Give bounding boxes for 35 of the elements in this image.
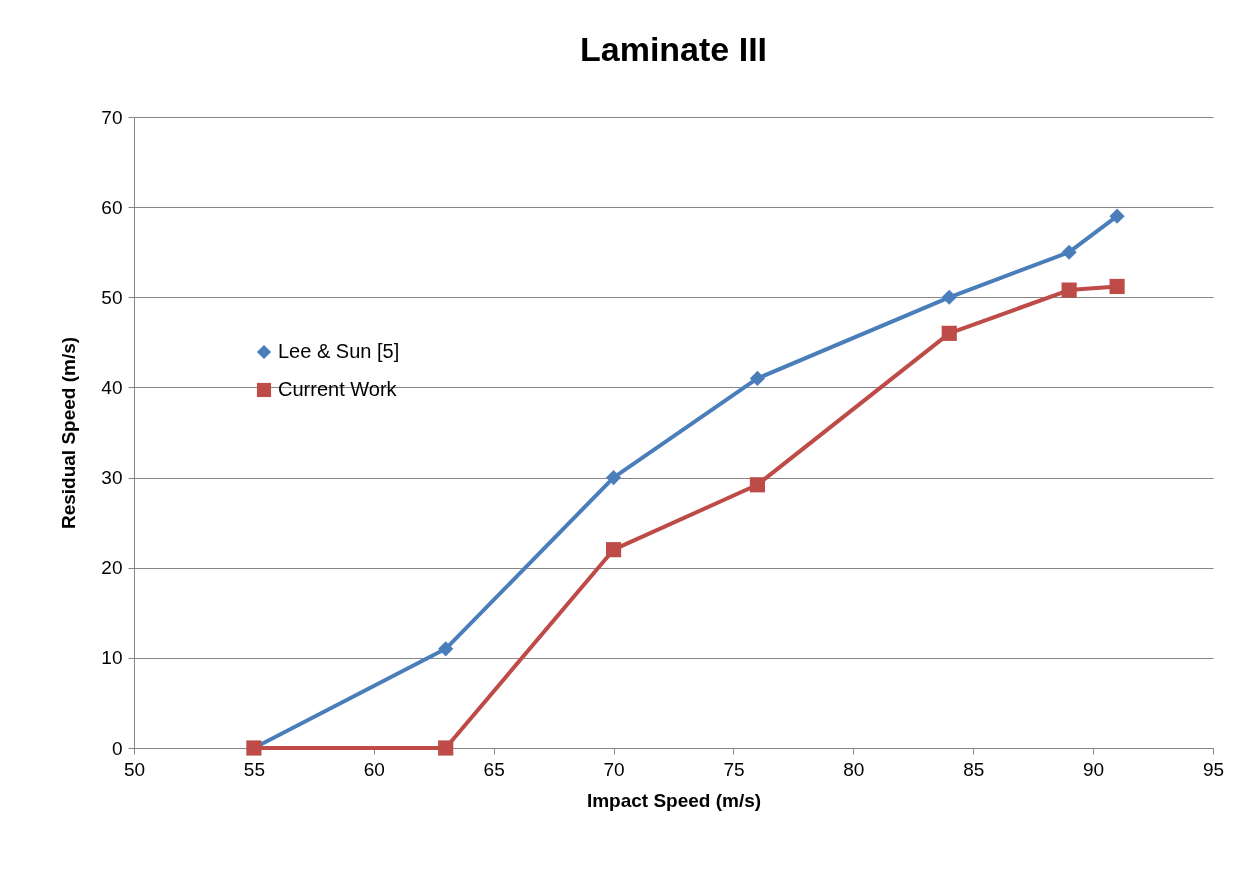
point xyxy=(605,469,622,486)
x-tick-label: 55 xyxy=(243,758,265,780)
x-tick-label: 50 xyxy=(123,758,146,780)
x-tick-label: 60 xyxy=(363,758,385,780)
y-tick-label: 40 xyxy=(101,376,123,398)
point xyxy=(1061,244,1077,260)
x-axis-title: Impact Speed (m/s) xyxy=(586,789,762,811)
y-tick-label: 70 xyxy=(101,106,123,128)
chart-title: Laminate III xyxy=(579,30,768,68)
point xyxy=(749,477,766,493)
x-tick-label: 90 xyxy=(1083,758,1105,780)
point xyxy=(941,289,957,305)
y-axis-title: Residual Speed (m/s) xyxy=(58,336,80,530)
point xyxy=(438,641,454,657)
legend-label: Lee & Sun [5] xyxy=(278,340,400,362)
x-tick-label: 95 xyxy=(1202,758,1225,780)
y-tick-label: 30 xyxy=(101,467,123,489)
x-tick-label: 70 xyxy=(603,758,625,780)
point xyxy=(941,325,957,341)
x-tick-label: 65 xyxy=(483,758,505,780)
point xyxy=(1061,282,1077,298)
point xyxy=(438,740,454,756)
x-tick-label: 75 xyxy=(723,758,745,780)
point xyxy=(1109,208,1125,224)
point xyxy=(605,542,622,558)
y-tick-label: 20 xyxy=(101,557,123,579)
point xyxy=(1109,278,1125,295)
x-tick-label: 80 xyxy=(843,758,865,780)
y-tick-label: 60 xyxy=(101,196,123,218)
x-tick-label: 85 xyxy=(963,758,985,780)
y-tick-label: 0 xyxy=(111,737,123,759)
y-tick-label: 10 xyxy=(101,647,123,669)
y-tick-label: 50 xyxy=(101,286,123,308)
legend-label: Current Work xyxy=(278,378,398,400)
point xyxy=(749,370,766,386)
